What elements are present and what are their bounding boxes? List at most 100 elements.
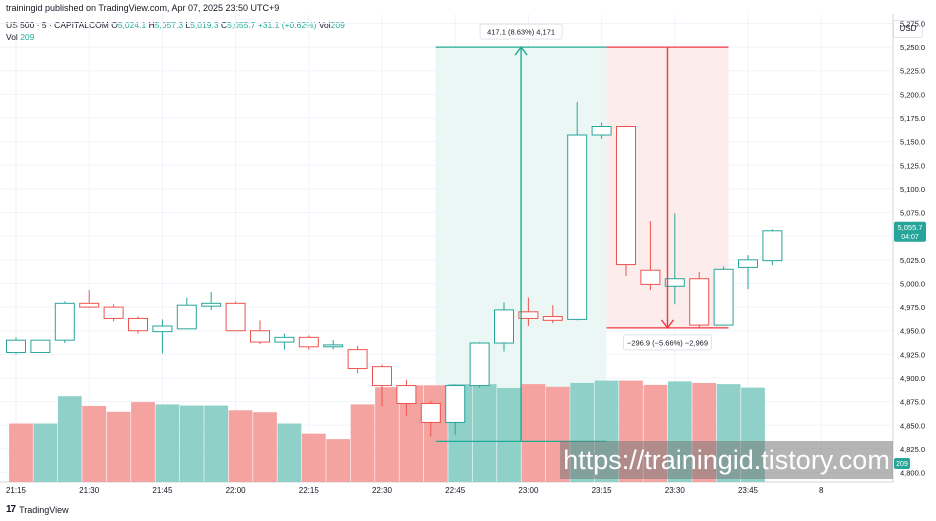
candle-body (176, 304, 197, 330)
change-value: +31.1 (+0.62%) (257, 20, 317, 30)
candle-body (469, 342, 490, 387)
current-price-value: 5,055.7 (897, 223, 922, 232)
high-label: H (148, 20, 155, 30)
volume-bar (326, 439, 351, 482)
time-tick-label: 22:15 (299, 486, 320, 495)
volume-bar (155, 404, 180, 482)
measure-lines: 417.1 (8.63%) 4,171 −296.9 (−5.66%) −2,96… (435, 23, 729, 442)
tradingview-mark-icon: 17 (6, 504, 16, 515)
axis-badges: 5,055.7 04:07 209 (894, 221, 926, 469)
price-tick-label: 5,150.0 (900, 138, 925, 147)
candle-body (274, 336, 295, 343)
candle-body (518, 311, 539, 319)
time-tick-label: 22:45 (445, 486, 466, 495)
volume-bar (82, 405, 107, 482)
candle-body (420, 403, 441, 423)
price-tick-label: 5,200.0 (900, 90, 925, 99)
volume-bar (253, 412, 277, 482)
candle-body (298, 336, 319, 348)
time-tick-label: 22:00 (226, 486, 247, 495)
tradingview-brand: TradingView (19, 504, 69, 515)
volume-legend[interactable]: Vol 209 (6, 32, 34, 42)
measure-up-label-box: 417.1 (8.63%) 4,171 (479, 23, 563, 40)
time-tick-label: 23:00 (518, 486, 539, 495)
symbol-legend: US 500 · 5 · CAPITALCOM O5,024.1 H5,057.… (6, 20, 345, 30)
candle-body (372, 366, 392, 387)
price-tick-label: 5,175.0 (900, 114, 925, 123)
price-tick-label: 4,925.0 (900, 350, 925, 359)
measure-down-label-bg (622, 334, 712, 351)
volume-bar (131, 402, 155, 482)
price-tick-label: 4,850.0 (900, 421, 925, 430)
price-tick-label: 4,950.0 (900, 327, 925, 336)
measure-down-label: −296.9 (−5.66%) −2,969 (627, 338, 708, 347)
candle-body (128, 317, 148, 332)
volume-bar (179, 405, 204, 482)
time-tick-label: 23:30 (665, 486, 686, 495)
volume-bar (521, 384, 546, 482)
tradingview-logo[interactable]: 17 TradingView (6, 504, 69, 515)
candle-body (225, 302, 246, 332)
candles (6, 101, 783, 437)
price-tick-label: 4,875.0 (900, 398, 925, 407)
candle-body (30, 339, 51, 353)
candle-body (738, 259, 758, 268)
candle-body (762, 230, 783, 262)
measure-down-label-box: −296.9 (−5.66%) −2,969 (622, 334, 712, 351)
open-label: O (111, 20, 118, 30)
volume-bar (228, 410, 253, 482)
volume-legend-label: Vol (6, 32, 18, 42)
price-tick-label: 5,075.0 (900, 209, 925, 218)
low-value: 5,019.3 (190, 20, 219, 30)
candle-body (54, 302, 75, 341)
candle-body (152, 325, 173, 333)
volume-bar (423, 385, 448, 482)
watermark-url: https://trainingid.tistory.com (560, 441, 893, 479)
price-tick-label: 4,900.0 (900, 374, 925, 383)
candle-body (494, 309, 514, 344)
measure-up-arrow-head-icon (514, 45, 528, 56)
bar-countdown: 04:07 (901, 234, 919, 241)
price-tick-label: 5,125.0 (900, 161, 925, 170)
close-label: C (220, 20, 228, 30)
time-tick-label: 21:30 (79, 486, 100, 495)
candle-body (567, 134, 588, 320)
price-tick-label: 5,275.0 (900, 19, 925, 28)
candle-body (103, 306, 124, 319)
candle-body (640, 269, 661, 285)
current-price-badge (894, 221, 926, 242)
price-tick-label: 5,225.0 (900, 67, 925, 76)
candle-body (6, 339, 26, 353)
volume-bar (9, 423, 33, 482)
volume-bar (375, 387, 399, 482)
close-value: 5,055.7 (227, 20, 256, 30)
candle-body (323, 344, 344, 348)
measure-up-label-bg (479, 23, 563, 40)
time-tick-label: 21:15 (6, 486, 27, 495)
candle-body (396, 385, 417, 405)
price-axis: 4,800.0 4,825.0 4,850.0 4,875.0 4,900.0 4,925… (900, 19, 925, 477)
volume-bar (57, 396, 82, 482)
candle-body (445, 385, 466, 423)
time-tick-label: 23:15 (592, 486, 613, 495)
volume-bar (472, 384, 497, 482)
candle-body (713, 268, 734, 326)
candle-body (250, 330, 270, 343)
high-value: 5,057.3 (154, 20, 184, 30)
volume-bar (350, 404, 375, 482)
time-tick-label: 22:30 (372, 486, 393, 495)
candle-body (616, 126, 636, 266)
low-label: L (185, 20, 191, 30)
open-value: 5,024.1 (117, 20, 147, 30)
volume-bar (497, 388, 521, 482)
candle-body (591, 126, 612, 136)
price-tick-label: 4,800.0 (900, 469, 925, 478)
measure-up-label: 417.1 (8.63%) 4,171 (487, 28, 555, 37)
price-tick-label: 5,250.0 (900, 43, 925, 52)
volume-bar (106, 411, 131, 482)
vol-label: Vol (318, 20, 331, 30)
measure-down-arrow-head-icon (660, 319, 675, 330)
symbol-name[interactable]: US 500 · 5 · CAPITALCOM (6, 20, 109, 30)
time-tick-label: 21:45 (152, 486, 173, 495)
